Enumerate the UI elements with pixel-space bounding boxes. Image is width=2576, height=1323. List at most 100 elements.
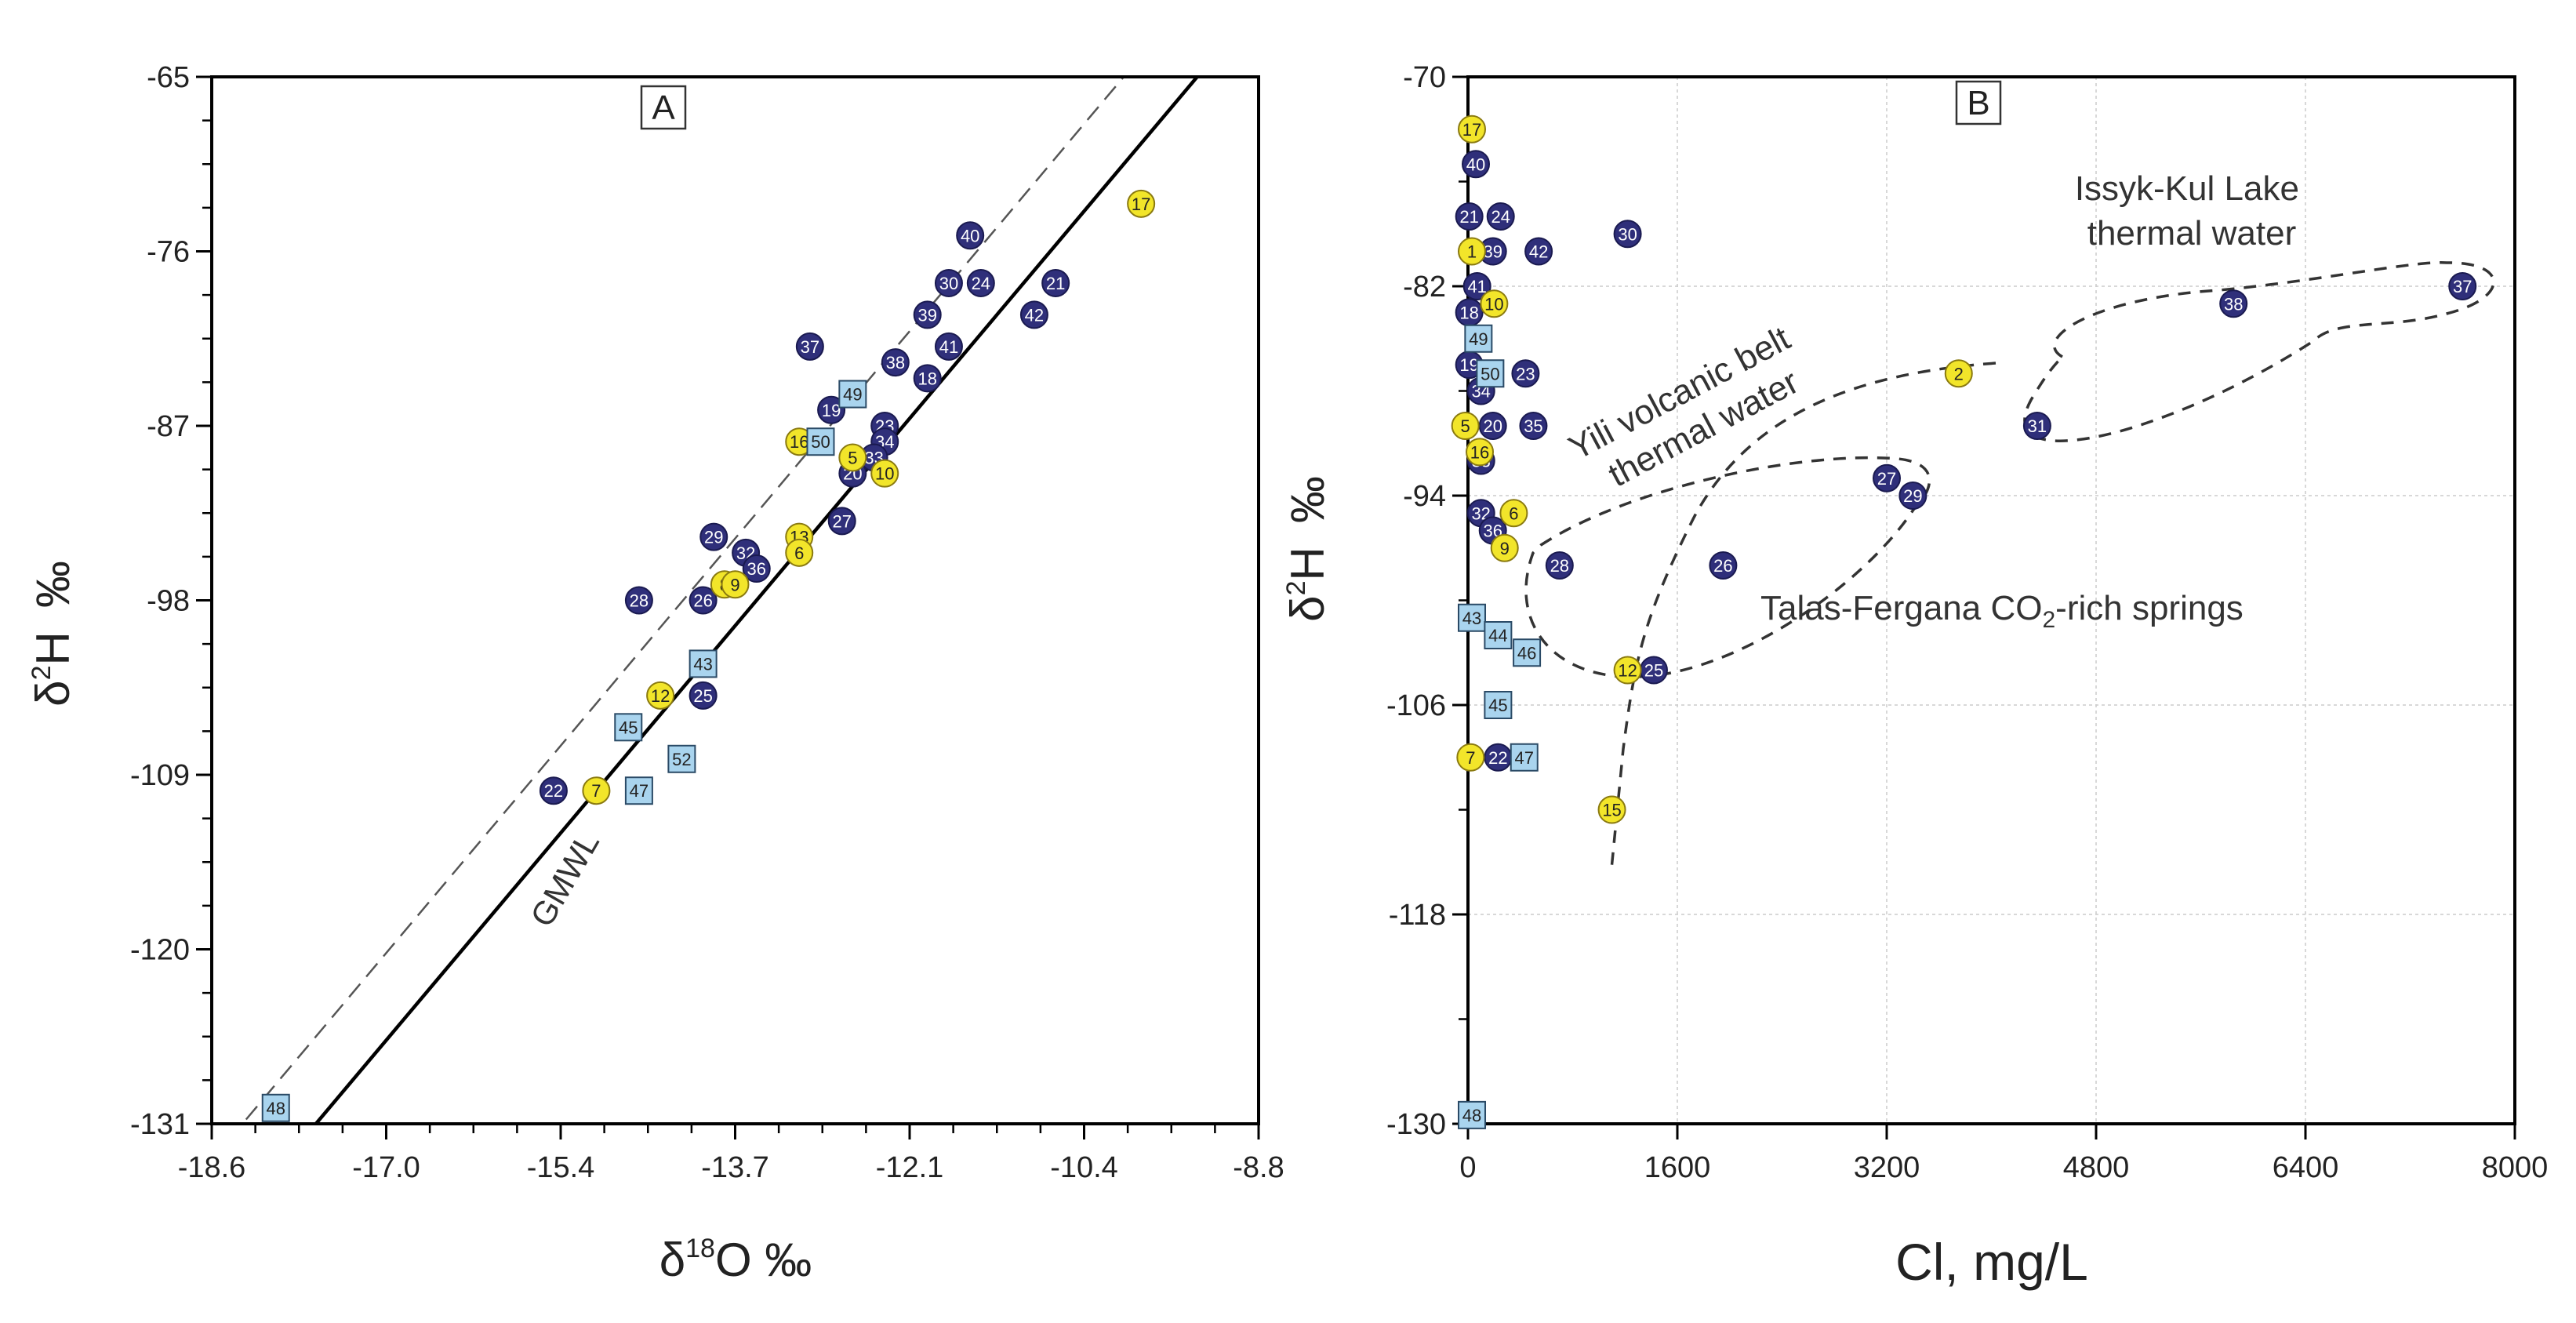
point-label: 29 [704, 528, 723, 547]
y-tick-label: -70 [1403, 61, 1446, 94]
co2-point-9: 9 [1490, 533, 1519, 562]
point-label: 5 [848, 448, 857, 467]
point-marker [1466, 438, 1495, 467]
yili-point-43: 43 [689, 649, 718, 678]
x-tick-label: 1600 [1644, 1151, 1711, 1184]
point-marker [667, 744, 696, 773]
x-tick-label: 3200 [1854, 1151, 1920, 1184]
thermal-point-25: 25 [689, 681, 718, 710]
thermal-point-39: 39 [913, 300, 942, 329]
point-marker [966, 268, 995, 297]
thermal-point-37: 37 [795, 332, 824, 361]
x-tick-label: -8.8 [1233, 1151, 1284, 1184]
thermal-point-20: 20 [1478, 412, 1507, 440]
point-marker [838, 380, 867, 409]
point-label: 22 [1488, 748, 1507, 768]
point-marker [1451, 412, 1480, 440]
thermal-point-27: 27 [827, 507, 856, 536]
point-label: 44 [1488, 626, 1507, 645]
point-marker [1519, 412, 1548, 440]
point-label: 48 [266, 1099, 285, 1118]
panel-a: -18.6 -17.0 -15.4 -13.7 -12.1 -10.4 -8.8 -65 -7… [27, 61, 1284, 1286]
point-marker [806, 427, 835, 456]
point-marker [2448, 272, 2477, 300]
point-marker [881, 348, 910, 377]
point-label: 45 [619, 718, 638, 737]
thermal-point-21: 21 [1455, 202, 1484, 231]
y-tick-label: -98 [147, 585, 190, 618]
thermal-point-29: 29 [699, 522, 728, 551]
thermal-point-18: 18 [1455, 298, 1484, 327]
point-marker [1456, 743, 1485, 772]
panel-a-x-axis-title: δ18O ‰ [659, 1234, 812, 1286]
point-label: 22 [544, 781, 563, 801]
point-marker [1480, 289, 1509, 318]
yili-point-48: 48 [261, 1093, 290, 1122]
point-marker [1462, 272, 1491, 300]
point-label: 19 [822, 401, 841, 420]
thermal-point-42: 42 [1019, 300, 1048, 329]
point-label: 21 [1046, 274, 1065, 293]
panel-a-frame [210, 75, 1260, 1125]
point-marker [1462, 150, 1491, 179]
point-label: 49 [843, 385, 862, 405]
point-marker [817, 395, 846, 424]
co2-point-16: 16 [785, 427, 814, 456]
co2-point-10: 10 [1480, 289, 1509, 318]
point-label: 52 [672, 750, 691, 769]
yili-point-50: 50 [806, 427, 835, 456]
x-tick-label: 8000 [2482, 1151, 2549, 1184]
point-marker [539, 776, 568, 805]
thermal-point-40: 40 [956, 221, 985, 250]
point-marker [1499, 499, 1528, 528]
panel-a-x-main: O ‰ [715, 1234, 812, 1286]
y-tick-label: -94 [1403, 480, 1446, 513]
thermal-point-26: 26 [1709, 551, 1738, 580]
x-tick-label: -10.4 [1050, 1151, 1118, 1184]
thermal-point-35: 35 [1519, 412, 1548, 440]
point-label: 1 [1467, 242, 1477, 262]
thermal-point-39: 39 [1478, 237, 1507, 266]
point-marker [1524, 237, 1553, 266]
thermal-point-38: 38 [881, 348, 910, 377]
point-label: 7 [1466, 748, 1475, 768]
point-marker [795, 332, 824, 361]
co2-point-10: 10 [870, 459, 899, 488]
thermal-point-24: 24 [966, 268, 995, 297]
point-label: 26 [1713, 556, 1732, 576]
panel-a-x-delta: δ [659, 1234, 685, 1286]
issyk-kul-annotation: Issyk-Kul Lake thermal water [2075, 169, 2309, 253]
x-tick-label: -18.6 [178, 1151, 246, 1184]
point-label: 48 [1462, 1106, 1481, 1125]
point-label: 43 [1462, 609, 1481, 628]
point-marker [1484, 621, 1513, 649]
point-marker [742, 554, 771, 583]
point-label: 28 [630, 591, 649, 611]
thermal-point-38: 38 [2219, 289, 2248, 318]
thermal-point-37: 37 [2448, 272, 2477, 300]
point-label: 31 [2028, 416, 2047, 436]
point-label: 16 [1470, 442, 1489, 462]
thermal-point-41: 41 [1462, 272, 1491, 300]
point-marker [1476, 359, 1505, 388]
point-label: 19 [1459, 355, 1478, 375]
point-marker [689, 649, 718, 678]
point-label: 42 [1529, 242, 1548, 262]
issyk-kul-line-2: thermal water [2087, 214, 2297, 253]
panel-b-y-ticks: -70 -82 -94 -106 -118 -130 [1386, 61, 1468, 1141]
talas-pre: Talas-Fergana CO [1760, 589, 2042, 627]
thermal-point-28: 28 [624, 586, 653, 615]
point-marker [838, 443, 867, 472]
yili-point-49: 49 [1464, 324, 1493, 353]
issyk-kul-line-1: Issyk-Kul Lake [2075, 169, 2299, 208]
point-marker [1478, 412, 1507, 440]
thermal-point-28: 28 [1545, 551, 1574, 580]
point-marker [934, 332, 963, 361]
point-label: 49 [1469, 329, 1488, 349]
panel-b-y-main: H [1281, 547, 1334, 580]
point-label: 21 [1459, 207, 1478, 227]
thermal-point-23: 23 [1511, 359, 1540, 388]
point-marker [956, 221, 985, 250]
co2-point-16: 16 [1466, 438, 1495, 467]
point-label: 37 [2453, 277, 2472, 296]
